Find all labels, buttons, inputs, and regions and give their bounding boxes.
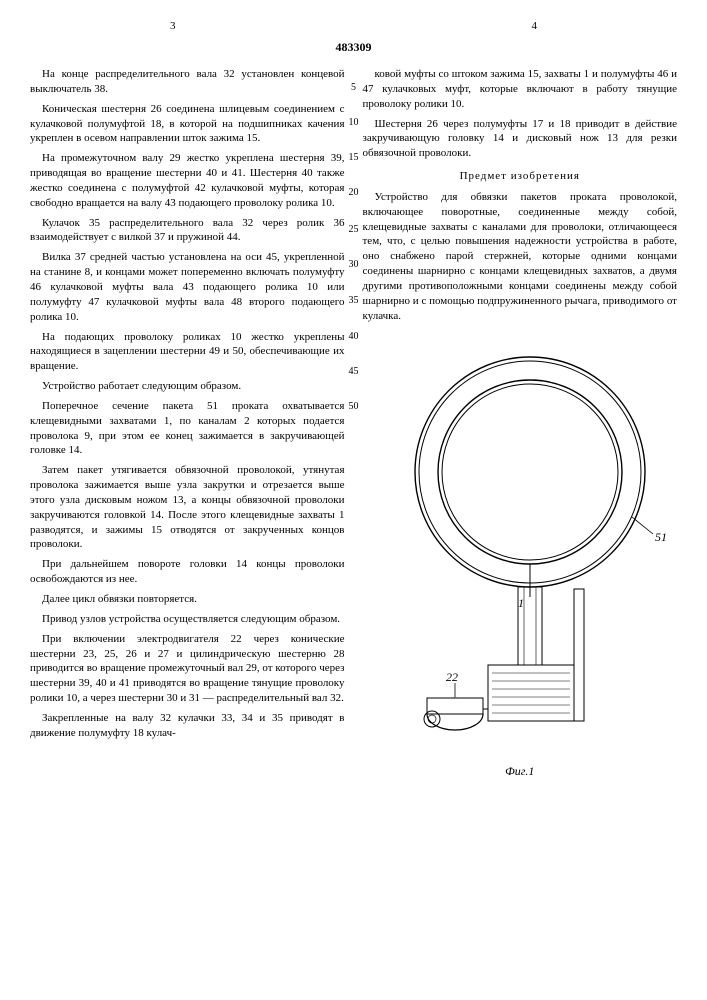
para: Устройство работает следующим образом.	[30, 379, 345, 394]
figure-svg: 51 1	[370, 339, 670, 759]
para: Поперечное сечение пакета 51 проката охв…	[30, 399, 345, 458]
para: Шестерня 26 через полумуфты 17 и 18 прив…	[363, 117, 678, 162]
para: При включении электродвигателя 22 через …	[30, 632, 345, 706]
svg-text:1: 1	[518, 596, 524, 610]
para: При дальнейшем повороте головки 14 концы…	[30, 557, 345, 587]
page-num-right: 4	[532, 20, 538, 32]
figure-1: 51 1	[363, 339, 678, 779]
document-number: 483309	[30, 40, 677, 55]
figure-label: Фиг.1	[363, 763, 678, 779]
para: Привод узлов устройства осуществляется с…	[30, 612, 345, 627]
svg-text:22: 22	[446, 670, 458, 684]
para: Устройство для обвязки пакетов проката п…	[363, 190, 678, 324]
para: Закрепленные на валу 32 кулачки 33, 34 и…	[30, 711, 345, 741]
para: На подающих проволоку роликах 10 жестко …	[30, 330, 345, 375]
para: Коническая шестерня 26 соединена шлицевы…	[30, 102, 345, 147]
para: Далее цикл обвязки повторяется.	[30, 592, 345, 607]
para: ковой муфты со штоком зажима 15, захваты…	[363, 67, 678, 112]
subject-heading: Предмет изобретения	[363, 169, 678, 184]
right-column: ковой муфты со штоком зажима 15, захваты…	[363, 67, 678, 779]
page-num-left: 3	[170, 20, 176, 32]
para: Вилка 37 средней частью установлена на о…	[30, 250, 345, 324]
para: На конце распределительного вала 32 уста…	[30, 67, 345, 97]
left-column: На конце распределительного вала 32 уста…	[30, 67, 345, 779]
para: На промежуточном валу 29 жестко укреплен…	[30, 151, 345, 210]
para: Кулачок 35 распределительного вала 32 че…	[30, 216, 345, 246]
para: Затем пакет утягивается обвязочной прово…	[30, 463, 345, 552]
svg-text:51: 51	[655, 530, 667, 544]
